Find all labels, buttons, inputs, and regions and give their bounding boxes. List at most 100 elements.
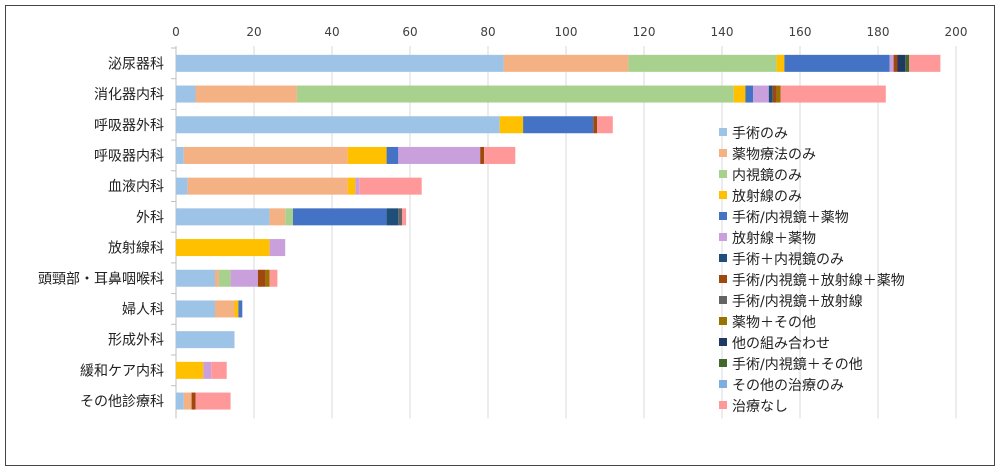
bar-segment bbox=[523, 116, 594, 134]
bar-segment bbox=[897, 54, 906, 72]
legend-swatch bbox=[719, 338, 727, 346]
category-label: 形成外科 bbox=[108, 333, 164, 349]
category-label: 婦人科 bbox=[122, 301, 164, 318]
bars bbox=[176, 54, 941, 410]
bar-segment bbox=[238, 300, 243, 318]
legend-label: 治療なし bbox=[732, 398, 788, 415]
bar-segment bbox=[889, 54, 894, 72]
bar-segment bbox=[183, 146, 348, 164]
bar-segment bbox=[753, 85, 769, 103]
bar-segment bbox=[359, 177, 422, 195]
bar-segment bbox=[191, 392, 196, 410]
bar-segment bbox=[176, 116, 500, 134]
bar-segment bbox=[285, 208, 293, 226]
bar-segment bbox=[499, 116, 524, 134]
bar-segment bbox=[176, 146, 184, 164]
x-tick-label: 60 bbox=[402, 25, 417, 39]
legend-label: 薬物療法のみ bbox=[732, 146, 816, 163]
bar-segment bbox=[296, 85, 734, 103]
x-tick-label: 40 bbox=[324, 25, 339, 39]
y-axis bbox=[171, 46, 177, 419]
bar-segment bbox=[234, 300, 239, 318]
bar-segment bbox=[784, 54, 890, 72]
bar-segment bbox=[215, 300, 235, 318]
bar-segment bbox=[905, 54, 910, 72]
bar-segment bbox=[269, 269, 278, 287]
bar-segment bbox=[745, 85, 754, 103]
bar-segment bbox=[733, 85, 746, 103]
bar-segment bbox=[776, 54, 785, 72]
bar-segment bbox=[484, 146, 516, 164]
legend-label: 他の組み合わせ bbox=[732, 336, 830, 352]
bar-segment bbox=[776, 85, 781, 103]
legend-swatch bbox=[719, 275, 727, 283]
bar-segment bbox=[265, 269, 270, 287]
legend: 手術のみ薬物療法のみ内視鏡のみ放射線のみ手術/内視鏡＋薬物放射線＋薬物手術＋内視… bbox=[719, 126, 905, 415]
legend-label: 放射線のみ bbox=[732, 189, 802, 205]
bar-segment bbox=[187, 177, 348, 195]
bar-segment bbox=[183, 392, 192, 410]
bar-segment bbox=[269, 239, 286, 257]
bar-segment bbox=[386, 146, 399, 164]
category-label: 緩和ケア内科 bbox=[80, 363, 164, 379]
legend-label: 手術/内視鏡＋薬物 bbox=[732, 210, 849, 226]
bar-segment bbox=[398, 208, 403, 226]
gridlines bbox=[175, 46, 957, 419]
bar-segment bbox=[218, 269, 231, 287]
bar-segment bbox=[480, 146, 485, 164]
bar-segment bbox=[176, 208, 270, 226]
bar-segment bbox=[195, 392, 231, 410]
legend-label: 手術＋内視鏡のみ bbox=[732, 252, 844, 268]
legend-swatch bbox=[719, 317, 727, 325]
legend-label: 薬物＋その他 bbox=[732, 315, 816, 331]
bar-segment bbox=[176, 361, 204, 379]
x-tick-label: 140 bbox=[711, 25, 734, 39]
x-tick-label: 200 bbox=[945, 25, 968, 39]
bar-segment bbox=[355, 177, 360, 195]
bar-segment bbox=[230, 269, 258, 287]
bar-segment bbox=[909, 54, 941, 72]
legend-label: その他の治療のみ bbox=[732, 377, 844, 394]
legend-swatch bbox=[719, 254, 727, 262]
bar-segment bbox=[503, 54, 629, 72]
legend-swatch bbox=[719, 380, 727, 388]
category-labels: 泌尿器科消化器内科呼吸器外科呼吸器内科血液内科外科放射線科頭頸部・耳鼻咽喉科婦人… bbox=[38, 56, 164, 410]
bar-segment bbox=[398, 146, 481, 164]
chart-frame: 0 20 40 60 80 100 120 140 160 180 200 泌尿器科 消化器内科 呼吸器… bbox=[5, 5, 995, 466]
bar-segment bbox=[195, 85, 297, 103]
bar-segment bbox=[176, 85, 196, 103]
legend-swatch bbox=[719, 296, 727, 304]
category-label: その他診療科 bbox=[80, 393, 164, 410]
category-label: 消化器内科 bbox=[94, 87, 164, 103]
category-label: 血液内科 bbox=[108, 179, 164, 195]
bar-segment bbox=[203, 361, 212, 379]
bar-segment bbox=[347, 146, 387, 164]
bar-segment bbox=[597, 116, 613, 134]
x-tick-label: 80 bbox=[480, 25, 495, 39]
x-axis-ticks: 0 20 40 60 80 100 120 140 160 180 200 bbox=[172, 25, 967, 39]
bar-segment bbox=[593, 116, 598, 134]
bar-segment bbox=[768, 85, 773, 103]
x-tick-label: 0 bbox=[172, 25, 180, 39]
legend-swatch bbox=[719, 128, 727, 136]
bar-segment bbox=[176, 177, 188, 195]
bar-segment bbox=[780, 85, 886, 103]
legend-label: 手術/内視鏡＋その他 bbox=[732, 357, 863, 373]
bar-segment bbox=[176, 300, 215, 318]
bar-segment bbox=[402, 208, 407, 226]
category-label: 頭頸部・耳鼻咽喉科 bbox=[38, 270, 164, 287]
x-tick-label: 120 bbox=[633, 25, 656, 39]
legend-label: 手術/内視鏡＋放射線 bbox=[732, 294, 863, 310]
bar-segment bbox=[257, 269, 266, 287]
legend-swatch bbox=[719, 212, 727, 220]
bar-segment bbox=[293, 208, 387, 226]
bar-segment bbox=[176, 54, 504, 72]
legend-swatch bbox=[719, 191, 727, 199]
bar-segment bbox=[772, 85, 777, 103]
bar-segment bbox=[628, 54, 777, 72]
bar-segment bbox=[176, 269, 215, 287]
legend-label: 手術/内視鏡＋放射線＋薬物 bbox=[732, 273, 905, 289]
bar-segment bbox=[176, 392, 184, 410]
x-tick-label: 20 bbox=[246, 25, 261, 39]
stacked-bar-chart: 0 20 40 60 80 100 120 140 160 180 200 泌尿器科消化器内科呼吸器… bbox=[38, 25, 967, 419]
